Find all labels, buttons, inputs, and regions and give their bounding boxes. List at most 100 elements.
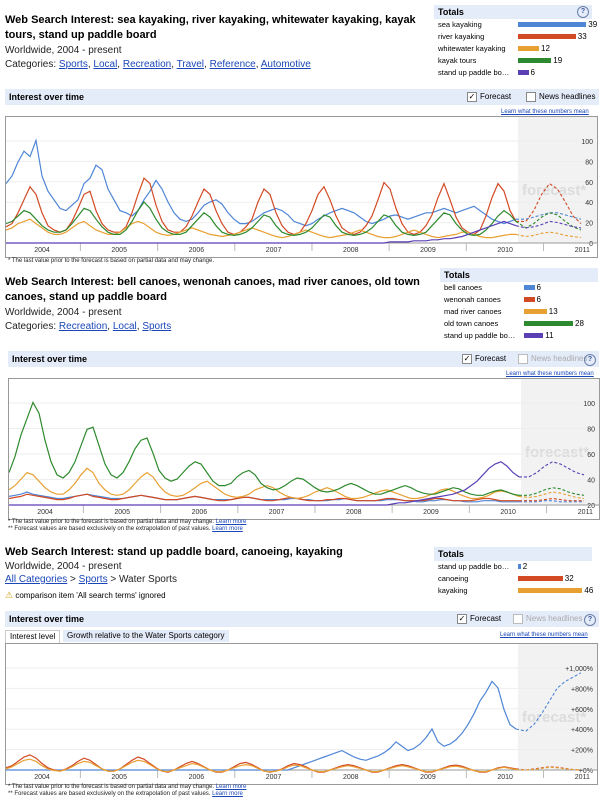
y-tick-label: 80 [585, 159, 593, 166]
totals-row: wenonah canoes 6 [440, 294, 598, 306]
totals-value: 33 [577, 32, 587, 41]
y-tick-label: 20 [587, 503, 595, 510]
forecast-label: Forecast [475, 354, 507, 363]
help-icon[interactable]: ? [584, 614, 596, 626]
totals-header: Totals [434, 547, 592, 561]
category-link-local[interactable]: Local [112, 321, 137, 332]
y-tick-label: 60 [585, 180, 593, 187]
footnote-2: ** Forecast values are based exclusively… [8, 526, 243, 533]
breadcrumb-sports[interactable]: Sports [78, 574, 108, 585]
forecast-line [515, 231, 582, 239]
category-link-sports[interactable]: Sports [58, 59, 88, 70]
forecast-line [515, 672, 582, 732]
view-tabs: Interest level Growth relative to the Wa… [5, 630, 305, 643]
footnote-1-text: * The last value prior to the forecast i… [8, 784, 215, 790]
forecast-checkbox[interactable]: ✓ [462, 354, 472, 364]
learn-more-link[interactable]: Learn more [212, 526, 243, 532]
x-tick-label: 2011 [575, 247, 590, 254]
totals-bar [518, 34, 576, 39]
x-tick-label: 2009 [423, 509, 439, 516]
forecast-line [519, 500, 584, 503]
line-chart-svg: forecast*+1,000%+800%+600%+400%+200%+0%2… [5, 644, 597, 781]
interest-over-time-title: Interest over time [12, 354, 88, 364]
tab-growth-relative[interactable]: Growth relative to the Water Sports cate… [63, 630, 229, 642]
forecast-watermark: forecast* [522, 709, 586, 726]
x-tick-label: 2009 [420, 247, 436, 254]
category-link-automotive[interactable]: Automotive [260, 59, 311, 70]
x-tick-label: 2008 [343, 247, 359, 254]
breadcrumb-all-categories[interactable]: All Categories [5, 574, 68, 585]
x-tick-label: 2011 [578, 509, 593, 516]
forecast-line [519, 461, 585, 478]
category-link-recreation[interactable]: Recreation [58, 321, 108, 332]
tab-interest-level[interactable]: Interest level [5, 630, 61, 643]
totals-term: canoeing [438, 574, 469, 583]
y-tick-label: +800% [571, 686, 593, 693]
interest-over-time-bar: Interest over time ✓ Forecast News headl… [8, 351, 599, 367]
totals-row: old town canoes 28 [440, 318, 598, 330]
category-link-recreation[interactable]: Recreation [122, 59, 172, 70]
x-tick-label: 2010 [497, 774, 513, 781]
category-link-sports[interactable]: Sports [142, 321, 172, 332]
totals-term: stand up paddle bo… [438, 562, 510, 571]
x-tick-label: 2005 [111, 774, 127, 781]
y-tick-label: 100 [581, 139, 593, 146]
totals-bar [518, 70, 529, 75]
totals-term: kayaking [438, 586, 468, 595]
region-period: Worldwide, 2004 - present [5, 307, 122, 318]
totals-value: 6 [536, 283, 541, 292]
totals-title: Totals [438, 549, 464, 559]
help-icon[interactable]: ? [584, 354, 596, 366]
forecast-region [518, 644, 597, 770]
totals-title: Totals [444, 270, 470, 280]
news-headlines-checkbox[interactable] [526, 92, 536, 102]
x-tick-label: 2009 [420, 774, 436, 781]
learn-numbers-link[interactable]: Learn what these numbers mean [501, 109, 589, 115]
forecast-line [516, 212, 582, 220]
footnote: * The last value prior to the forecast i… [8, 258, 215, 264]
category-link-local[interactable]: Local [93, 59, 118, 70]
categories-label: Categories: [5, 59, 57, 70]
category-link-reference[interactable]: Reference [209, 59, 256, 70]
totals-value: 13 [548, 307, 558, 316]
totals-term: bell canoes [444, 283, 482, 292]
y-tick-label: 40 [587, 478, 595, 485]
y-tick-label: 20 [585, 221, 593, 228]
y-tick-label: 60 [587, 452, 595, 459]
learn-more-link[interactable]: Learn more [215, 784, 247, 790]
news-headlines-checkbox[interactable] [513, 614, 523, 624]
breadcrumb: All Categories > Sports > Water Sports [5, 574, 177, 585]
totals-rows: stand up paddle bo… 2 canoeing 32 kayaking 46 [434, 561, 593, 597]
x-tick-label: 2008 [346, 509, 362, 516]
learn-numbers-link[interactable]: Learn what these numbers mean [500, 632, 588, 638]
series-line [8, 400, 520, 496]
footnote-1-text: * The last value prior to the forecast i… [8, 519, 215, 525]
forecast-checkbox[interactable]: ✓ [467, 92, 477, 102]
chart-3: forecast* +1,000% +800% +600% +400% +200% +0% 2… [5, 643, 598, 785]
interest-over-time-bar: Interest over time ✓ Forecast News headl… [5, 611, 599, 627]
totals-bar [518, 22, 587, 27]
help-icon[interactable]: ? [577, 6, 589, 18]
news-headlines-label: News headlines [531, 354, 588, 363]
x-tick-label: 2005 [111, 247, 127, 254]
y-tick-label: 40 [585, 200, 593, 207]
totals-bar [518, 564, 521, 569]
learn-more-link[interactable]: Learn more [215, 519, 247, 525]
series-line [6, 680, 517, 771]
forecast-watermark: forecast* [525, 444, 589, 461]
totals-value: 2 [522, 562, 528, 571]
series-line [5, 201, 517, 237]
learn-numbers-link[interactable]: Learn what these numbers mean [506, 371, 594, 377]
category-link-travel[interactable]: Travel [176, 59, 205, 70]
y-tick-label: +400% [571, 727, 593, 734]
learn-more-link[interactable]: Learn more [212, 791, 243, 797]
totals-term: old town canoes [444, 319, 499, 328]
totals-bar [524, 333, 544, 338]
forecast-checkbox[interactable]: ✓ [457, 614, 467, 624]
series-line [5, 758, 517, 773]
region-period: Worldwide, 2004 - present [5, 45, 122, 56]
totals-rows: sea kayaking 39 river kayaking 33 whitewater… [434, 19, 597, 79]
footnote-1: * The last value prior to the forecast i… [8, 784, 246, 791]
news-headlines-checkbox[interactable] [518, 354, 528, 364]
forecast-line [518, 491, 585, 500]
